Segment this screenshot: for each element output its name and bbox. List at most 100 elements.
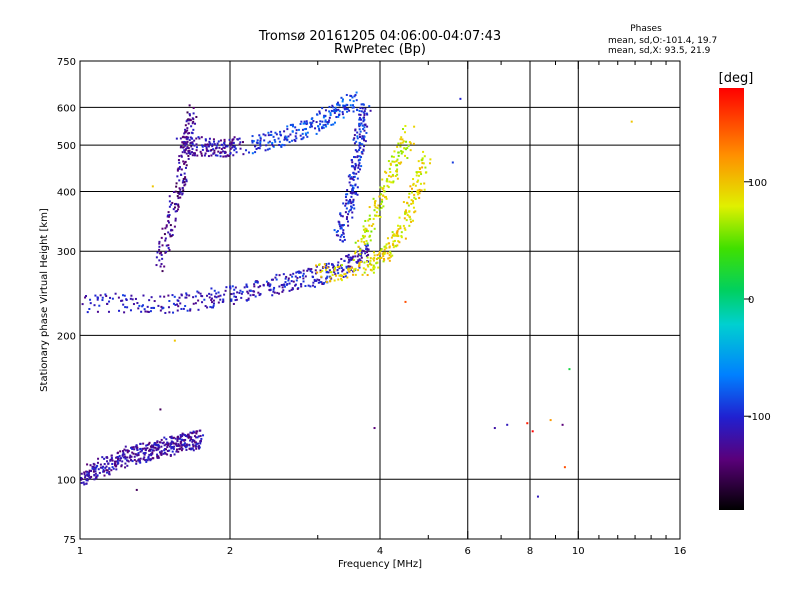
data-point — [199, 442, 202, 445]
data-point — [146, 443, 149, 446]
data-point — [236, 138, 239, 141]
data-point — [137, 307, 140, 310]
data-point — [404, 154, 407, 157]
data-point — [354, 164, 357, 167]
data-point — [210, 297, 213, 300]
data-point — [191, 132, 194, 135]
data-point — [363, 116, 366, 119]
data-point — [322, 282, 325, 285]
data-point — [144, 449, 147, 452]
data-point — [176, 436, 179, 439]
data-point — [136, 448, 139, 451]
data-point — [353, 142, 356, 145]
data-point — [191, 148, 194, 151]
data-point — [568, 368, 571, 371]
data-point — [349, 198, 352, 201]
data-point — [318, 127, 321, 130]
phases-heading: Phases — [630, 24, 662, 34]
data-point — [282, 283, 285, 286]
data-point — [118, 309, 121, 312]
data-point — [296, 276, 299, 279]
data-point — [204, 139, 207, 142]
data-point — [404, 209, 407, 212]
data-point — [163, 436, 166, 439]
data-point — [304, 132, 307, 135]
data-point — [352, 273, 355, 276]
data-point — [332, 110, 335, 113]
data-point — [338, 265, 341, 268]
data-point — [336, 230, 339, 233]
data-point — [343, 238, 346, 241]
data-point — [354, 273, 357, 276]
data-point — [386, 178, 389, 181]
data-point — [119, 450, 122, 453]
data-point — [338, 267, 341, 270]
data-point — [170, 203, 173, 206]
data-point — [396, 229, 399, 232]
data-point — [396, 158, 399, 161]
data-point — [174, 303, 177, 306]
data-point — [366, 125, 369, 128]
data-point — [390, 255, 393, 258]
data-point — [102, 465, 105, 468]
data-point — [394, 234, 397, 237]
data-point — [292, 272, 295, 275]
data-point — [363, 110, 366, 113]
data-point — [331, 263, 334, 266]
data-point — [351, 161, 354, 164]
data-point — [157, 444, 160, 447]
data-point — [341, 215, 344, 218]
data-point — [112, 467, 115, 470]
data-point — [184, 130, 187, 133]
data-point — [388, 256, 391, 259]
data-point — [322, 266, 325, 269]
data-point — [210, 293, 213, 296]
data-point — [269, 288, 272, 291]
data-point — [356, 131, 359, 134]
data-point — [392, 246, 395, 249]
data-point — [181, 432, 184, 435]
data-point — [142, 452, 145, 455]
data-point — [281, 143, 284, 146]
data-point — [325, 266, 328, 269]
data-point — [380, 203, 383, 206]
data-point — [174, 219, 177, 222]
data-point — [384, 195, 387, 198]
data-point — [185, 135, 188, 138]
data-point — [108, 467, 111, 470]
data-point — [96, 310, 99, 313]
y-axis-label: Stationary phase Virtual Height [km] — [39, 208, 50, 392]
data-point — [180, 155, 183, 158]
data-point — [184, 304, 187, 307]
data-point — [299, 271, 302, 274]
data-point — [168, 449, 171, 452]
data-point — [408, 215, 411, 218]
data-point — [294, 284, 297, 287]
data-point — [93, 304, 96, 307]
data-point — [132, 446, 135, 449]
data-point — [400, 150, 403, 153]
data-point — [356, 255, 359, 258]
data-point — [248, 289, 251, 292]
data-point — [338, 223, 341, 226]
data-point — [387, 257, 390, 260]
data-point — [259, 136, 262, 139]
data-point — [167, 306, 170, 309]
data-point — [191, 432, 194, 435]
data-point — [96, 296, 99, 299]
data-point — [168, 249, 171, 252]
data-point — [423, 182, 426, 185]
data-point — [203, 298, 206, 301]
data-point — [319, 269, 322, 272]
data-point — [388, 245, 391, 248]
data-point — [201, 295, 204, 298]
data-point — [175, 137, 178, 140]
data-point — [352, 255, 355, 258]
data-point — [404, 148, 407, 151]
data-point — [272, 145, 275, 148]
data-point — [307, 268, 310, 271]
data-point — [349, 200, 352, 203]
y-tick-label: 500 — [57, 141, 76, 152]
data-point — [326, 266, 329, 269]
data-point — [352, 198, 355, 201]
